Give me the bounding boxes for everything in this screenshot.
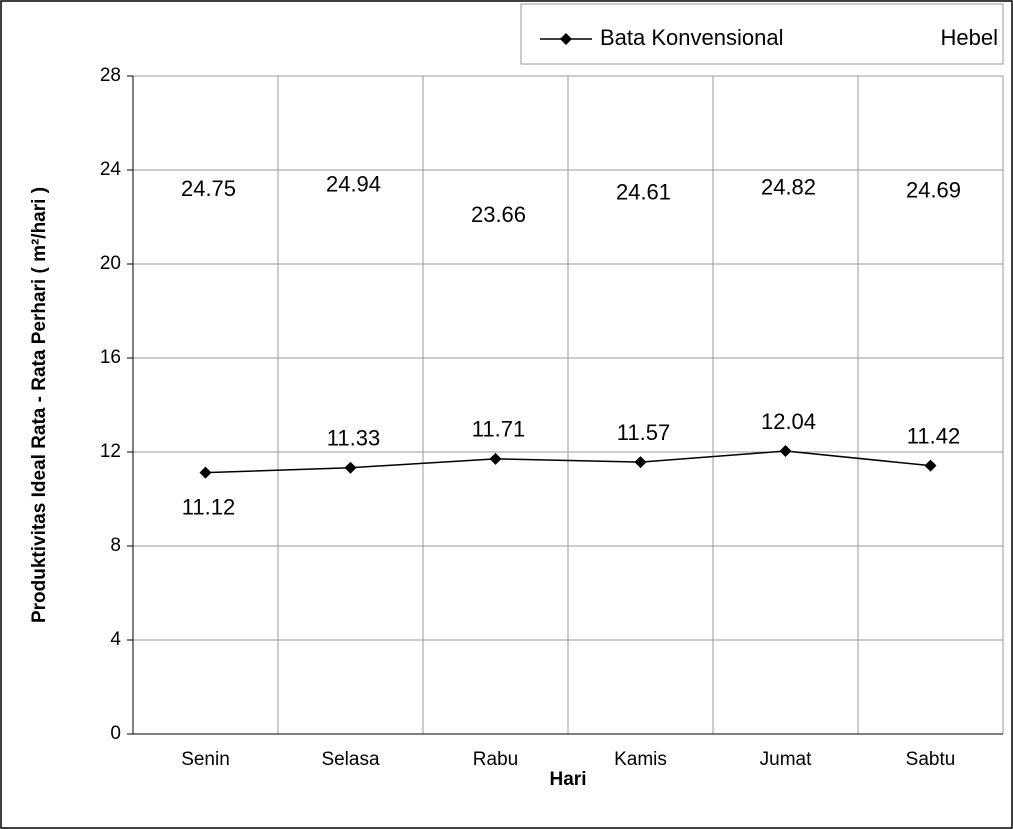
marker [779,445,792,458]
data-label: 11.42 [907,423,960,448]
y-tick-label: 0 [110,723,121,744]
y-tick-label: 12 [100,441,121,462]
x-tick-label: Senin [181,749,230,770]
marker [924,459,937,472]
y-tick-label: 4 [110,629,121,650]
legend-label: Hebel [941,25,998,50]
legend-box [520,3,1004,65]
marker [489,452,502,465]
marker [199,466,212,479]
x-tick-label: Rabu [473,749,518,770]
data-label: 24.69 [906,178,961,203]
y-tick-label: 16 [100,347,121,368]
data-label: 23.66 [471,202,526,227]
y-tick-label: 20 [100,253,121,274]
data-label: 24.61 [616,179,671,204]
x-tick-label: Jumat [760,749,812,770]
data-label: 24.94 [326,172,381,197]
x-tick-label: Selasa [321,749,380,770]
data-label: 11.33 [327,426,380,451]
data-label: 24.82 [761,175,816,200]
marker [634,456,647,469]
y-tick-label: 8 [110,535,121,556]
legend-marker [560,33,572,45]
marker [344,461,357,474]
x-axis-title: Hari [550,769,587,790]
y-axis-title: Produktivitas Ideal Rata - Rata Perhari … [29,187,50,623]
series-line [205,450,931,474]
data-label: 11.71 [472,417,525,442]
x-tick-label: Sabtu [906,749,956,770]
data-label: 11.57 [617,420,670,445]
data-label: 11.12 [182,494,235,519]
legend-label: Bata Konvensional [600,25,783,50]
y-tick-label: 24 [100,159,122,180]
y-tick-label: 28 [100,65,121,86]
data-label: 24.75 [181,176,236,201]
data-label: 12.04 [761,409,816,434]
x-tick-label: Kamis [614,749,667,770]
